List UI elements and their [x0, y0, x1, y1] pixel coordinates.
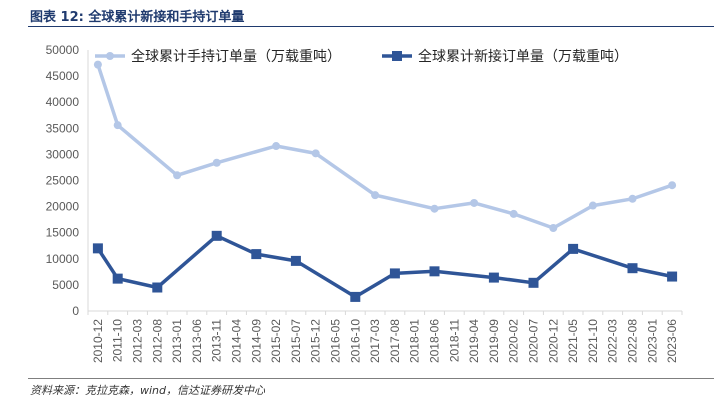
x-tick-label: 2011-10 [111, 319, 125, 362]
holdings-series-line [96, 64, 673, 230]
x-tick-label: 2019-09 [487, 319, 501, 363]
x-tick-label: 2013-01 [170, 319, 184, 363]
new-orders-data-point [528, 277, 539, 288]
y-tick-label: 5000 [52, 278, 79, 292]
source-note: 资料来源：克拉克森，wind，信达证券研发中心 [30, 384, 266, 397]
x-tick-label: 2021-05 [566, 319, 580, 363]
y-tick-label: 10000 [46, 252, 80, 266]
x-tick-label: 2017-08 [388, 319, 402, 363]
new-orders-data-point [488, 272, 499, 283]
y-tick-label: 50000 [46, 43, 80, 57]
line-chart: 0 5000 10000 15000 20000 25000 30000 35000 40000… [46, 43, 683, 363]
new-orders-data-point [290, 255, 301, 266]
new-orders-data-point [429, 266, 440, 277]
x-tick-label: 2015-02 [269, 319, 283, 363]
legend-holdings-marker [106, 52, 114, 60]
y-tick-label: 0 [72, 304, 79, 318]
holdings-data-point [549, 224, 558, 233]
holdings-data-point [470, 198, 479, 207]
new-orders-data-point [350, 291, 361, 302]
new-orders-data-point [627, 263, 638, 274]
holdings-data-point [212, 158, 221, 167]
x-tick-label: 2023-01 [645, 319, 659, 363]
x-tick-label: 2012-03 [131, 319, 145, 363]
x-tick-label: 2018-01 [408, 319, 422, 363]
holdings-data-point [93, 60, 102, 69]
y-tick-label: 30000 [46, 147, 80, 161]
x-tick-label: 2017-03 [368, 319, 382, 363]
legend-holdings-label: 全球累计手持订单量（万载重吨） [131, 48, 341, 65]
holdings-data-point [113, 121, 122, 130]
y-tick-label: 35000 [46, 121, 80, 135]
x-tick-label: 2015-07 [289, 319, 303, 363]
holdings-data-point [272, 142, 281, 151]
new-orders-data-point [112, 273, 123, 284]
holdings-data-point [628, 194, 637, 203]
new-orders-data-point [389, 268, 400, 279]
x-tick-label: 2016-05 [329, 319, 343, 363]
y-tick-label: 40000 [46, 95, 80, 109]
holdings-data-point [311, 149, 320, 158]
x-tick-label: 2010-12 [91, 319, 105, 363]
x-tick-label: 2021-10 [586, 319, 600, 363]
x-tick-label: 2018-11 [447, 319, 461, 362]
x-tick-label: 2016-10 [348, 319, 362, 363]
holdings-data-point [509, 209, 518, 218]
source-divider [28, 378, 714, 379]
holdings-data-point [371, 191, 380, 200]
x-tick-label: 2014-09 [249, 319, 263, 363]
x-tick-label: 2012-08 [150, 319, 164, 363]
x-tick-label: 2014-04 [230, 319, 244, 363]
x-tick-label: 2015-12 [309, 319, 323, 363]
x-tick-label: 2020-02 [507, 319, 521, 363]
x-tick-label: 2022-03 [606, 319, 620, 363]
x-tick-label: 2020-12 [546, 319, 560, 363]
holdings-data-point [173, 171, 182, 180]
new-orders-data-point [211, 230, 222, 241]
y-tick-label: 15000 [46, 226, 80, 240]
new-orders-data-point [152, 282, 163, 293]
new-orders-data-point [667, 271, 678, 282]
x-tick-label: 2018-06 [428, 319, 442, 363]
holdings-data-point [668, 181, 677, 190]
x-tick-label: 2013-11 [210, 319, 224, 362]
holdings-data-point [588, 201, 597, 210]
y-tick-label: 45000 [46, 69, 80, 83]
y-tick-label: 20000 [46, 200, 80, 214]
new-orders-data-point [568, 243, 579, 254]
x-tick-label: 2019-04 [467, 319, 481, 363]
y-tick-label: 25000 [46, 174, 80, 188]
x-tick-label: 2022-08 [626, 319, 640, 363]
figure-title: 图表 12: 全球累计新接和手持订单量 [30, 10, 245, 25]
x-tick-label: 2020-07 [527, 319, 541, 363]
title-divider [28, 26, 714, 27]
legend-new-orders-label: 全球累计新接订单量（万载重吨） [418, 48, 628, 65]
new-orders-series-line [96, 234, 673, 299]
x-tick-label: 2023-06 [665, 319, 679, 363]
holdings-data-point [430, 204, 439, 213]
new-orders-data-point [251, 249, 262, 260]
new-orders-data-point [92, 243, 103, 254]
x-tick-label: 2013-06 [190, 319, 204, 363]
legend-new-orders-marker [392, 51, 402, 61]
